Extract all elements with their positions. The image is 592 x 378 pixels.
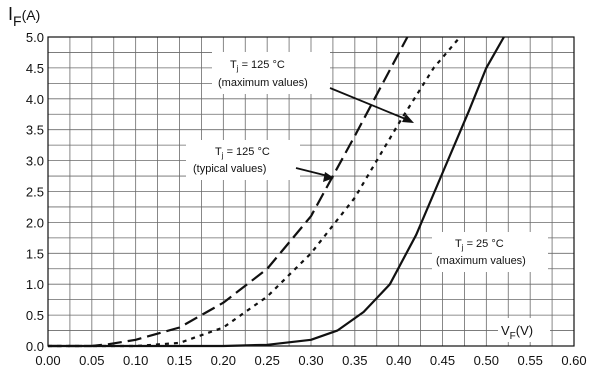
x-tick-label: 0.55: [518, 353, 543, 368]
annotation-box: [186, 140, 300, 180]
plot-frame: [47, 36, 575, 347]
annotation-line1: Tj = 125 °C: [230, 59, 285, 73]
y-tick-label: 0.5: [26, 308, 44, 323]
y-tick-label: 4.0: [26, 92, 44, 107]
x-tick-labels: 0.00 0.05 0.10 0.15 0.20 0.25 0.30 0.35 0.40 0.45…: [35, 353, 586, 368]
annotation-line2: (maximum values): [436, 255, 526, 267]
annotation-tj25-max: Tj = 25 °C (maximum values): [432, 232, 548, 272]
annotation-line1: Tj = 125 °C: [215, 146, 270, 160]
y-tick-label: 2.0: [26, 215, 44, 230]
annotation-tj125-max: Tj = 125 °C (maximum values): [212, 52, 414, 123]
y-tick-labels: 0.0 0.5 1.0 1.5 2.0 2.5 3.0 3.5 4.0 4.5 5.0: [26, 30, 44, 354]
annotation-arrowhead: [323, 172, 334, 182]
annotation-line1: Tj = 25 °C: [455, 238, 504, 252]
y-tick-label: 1.5: [26, 246, 44, 261]
annotation-arrow: [329, 87, 409, 121]
x-tick-label: 0.60: [561, 353, 586, 368]
x-tick-label: 0.40: [386, 353, 411, 368]
x-axis-label: VF(V): [498, 318, 550, 342]
x-tick-label: 0.30: [298, 353, 323, 368]
x-tick-label: 0.35: [342, 353, 367, 368]
series-layer: [48, 36, 505, 348]
x-axis-label-bg: [498, 318, 550, 342]
series-line-1: [48, 36, 461, 348]
x-tick-label: 0.20: [211, 353, 236, 368]
annotation-box: [212, 52, 330, 94]
series-line-2: [48, 36, 505, 348]
y-tick-label: 3.5: [26, 123, 44, 138]
annotation-arrow: [295, 167, 329, 177]
y-tick-label: 4.5: [26, 61, 44, 76]
annotation-tj125-typ: Tj = 125 °C (typical values): [186, 140, 334, 182]
x-tick-label: 0.15: [167, 353, 192, 368]
x-tick-label: 0.00: [35, 353, 60, 368]
y-tick-label: 2.5: [26, 185, 44, 200]
annotation-box: [432, 232, 548, 272]
x-tick-label: 0.50: [474, 353, 499, 368]
annotation-arrowhead: [402, 114, 414, 123]
x-tick-label: 0.05: [79, 353, 104, 368]
y-tick-label: 0.0: [26, 339, 44, 354]
x-tick-label: 0.45: [430, 353, 455, 368]
annotation-line2: (maximum values): [218, 77, 308, 89]
series-line-0: [48, 36, 409, 348]
y-tick-label: 5.0: [26, 30, 44, 45]
y-axis-label: IF(A): [8, 4, 40, 29]
y-tick-label: 1.0: [26, 277, 44, 292]
x-axis-label-text: VF(V): [501, 323, 533, 342]
y-tick-label: 3.0: [26, 154, 44, 169]
major-grid: [47, 36, 575, 347]
x-tick-label: 0.10: [123, 353, 148, 368]
x-tick-label: 0.25: [255, 353, 280, 368]
annotation-line2: (typical values): [193, 163, 266, 175]
